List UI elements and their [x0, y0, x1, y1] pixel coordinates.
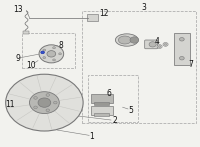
Text: 7: 7 — [188, 60, 193, 69]
Text: 2: 2 — [113, 116, 117, 125]
Circle shape — [158, 46, 161, 47]
Circle shape — [34, 97, 37, 99]
Text: 3: 3 — [141, 3, 146, 12]
Circle shape — [6, 74, 83, 131]
Text: 8: 8 — [59, 41, 64, 50]
Circle shape — [47, 51, 56, 57]
FancyBboxPatch shape — [91, 94, 113, 103]
FancyBboxPatch shape — [23, 31, 29, 34]
Bar — [82, 11, 196, 123]
FancyBboxPatch shape — [91, 106, 113, 115]
Ellipse shape — [118, 36, 131, 44]
Text: 4: 4 — [154, 37, 159, 46]
Circle shape — [53, 47, 55, 49]
Circle shape — [54, 101, 57, 104]
FancyBboxPatch shape — [94, 113, 109, 116]
Bar — [88, 75, 138, 122]
Text: 1: 1 — [90, 132, 94, 141]
Circle shape — [46, 109, 50, 112]
Text: 13: 13 — [13, 5, 22, 14]
Circle shape — [43, 57, 46, 59]
Circle shape — [179, 37, 184, 41]
FancyBboxPatch shape — [87, 14, 98, 21]
Circle shape — [46, 94, 50, 96]
Circle shape — [43, 49, 46, 51]
Circle shape — [53, 59, 55, 61]
Text: 9: 9 — [15, 54, 20, 64]
Text: 6: 6 — [107, 89, 111, 98]
Circle shape — [34, 106, 37, 109]
Text: 12: 12 — [99, 9, 109, 18]
Circle shape — [59, 53, 61, 55]
Circle shape — [39, 45, 64, 63]
FancyBboxPatch shape — [174, 33, 190, 65]
FancyBboxPatch shape — [145, 40, 158, 49]
Circle shape — [149, 42, 156, 47]
Circle shape — [164, 44, 167, 45]
Circle shape — [130, 37, 139, 43]
FancyBboxPatch shape — [94, 102, 109, 105]
Text: 10: 10 — [27, 61, 36, 70]
Circle shape — [29, 92, 59, 113]
Circle shape — [179, 56, 184, 60]
Text: 11: 11 — [5, 100, 14, 109]
Circle shape — [38, 98, 51, 107]
Bar — [22, 33, 75, 68]
Ellipse shape — [115, 34, 138, 46]
Circle shape — [157, 45, 162, 49]
Circle shape — [41, 51, 44, 54]
Text: 5: 5 — [128, 106, 133, 115]
Circle shape — [163, 42, 168, 46]
